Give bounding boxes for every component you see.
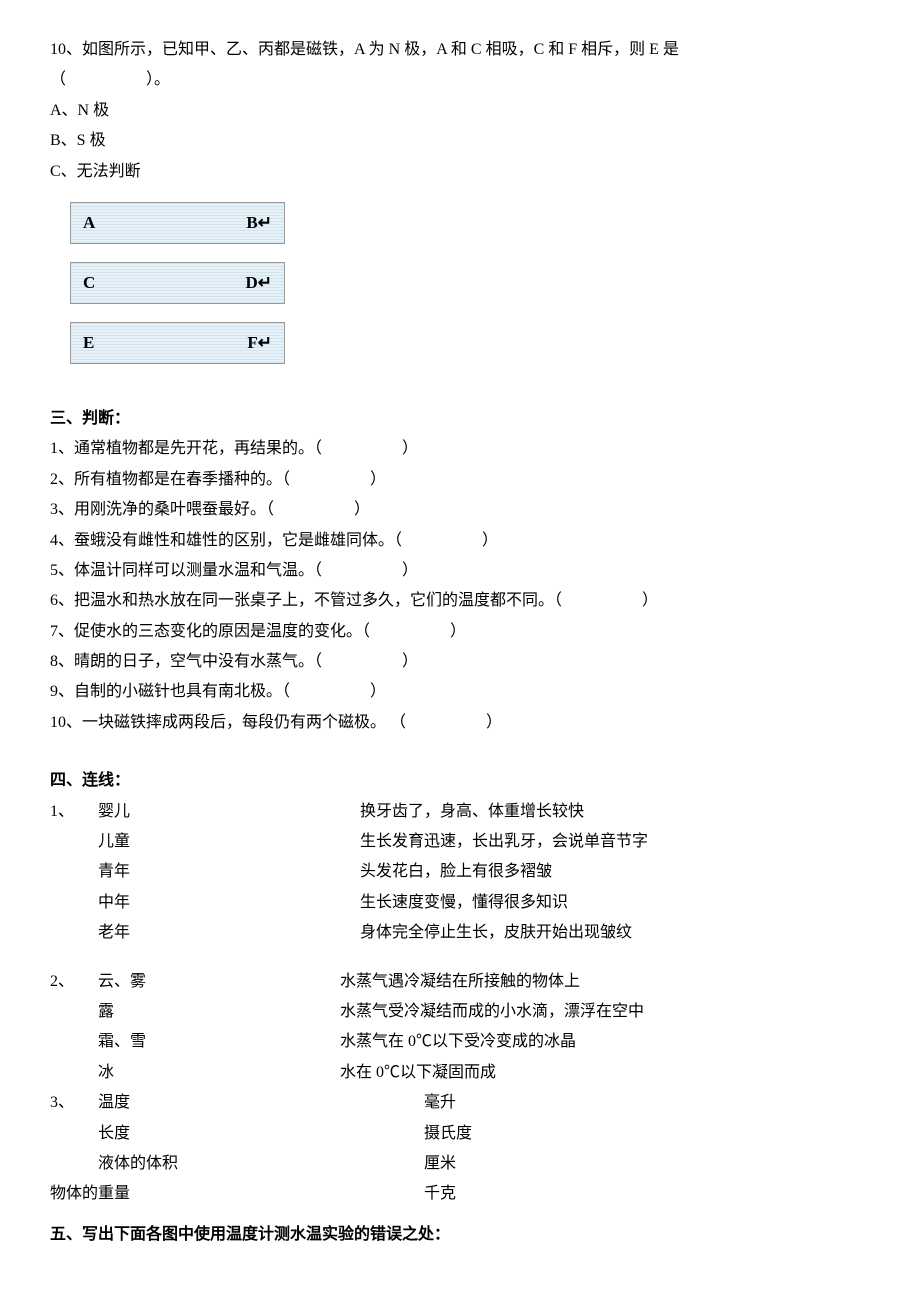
match-right: 水蒸气遇冷凝结在所接触的物体上 [340, 967, 870, 997]
match-left: 露 [50, 997, 340, 1027]
match-left: 中年 [50, 888, 360, 918]
section-5-title: 五、写出下面各图中使用温度计测水温实验的错误之处： [50, 1220, 870, 1250]
match-row: 青年 头发花白，脸上有很多褶皱 [50, 857, 870, 887]
q10-option-a: A、N 极 [50, 96, 870, 126]
match-right: 水蒸气在 0℃以下受冷变成的冰晶 [340, 1027, 870, 1057]
match-left: 2、 云、雾 [50, 967, 340, 997]
match-left: 物体的重量 [50, 1179, 360, 1209]
match-right: 摄氏度 [360, 1119, 870, 1149]
q10-stem-2: （ ）。 [50, 65, 870, 95]
match-row: 3、 温度 毫升 [50, 1088, 870, 1118]
match-right: 生长速度变慢，懂得很多知识 [360, 888, 870, 918]
match-right: 厘米 [360, 1149, 870, 1179]
q10-option-b: B、S 极 [50, 126, 870, 156]
judgment-item: 6、把温水和热水放在同一张桌子上，不管过多久，它们的温度都不同。（ ） [50, 586, 870, 616]
match-row: 物体的重量 千克 [50, 1179, 870, 1209]
magnet-2-right: D↵ [245, 267, 272, 299]
match-right: 换牙齿了，身高、体重增长较快 [360, 797, 870, 827]
match-row: 中年 生长速度变慢，懂得很多知识 [50, 888, 870, 918]
match-row: 露 水蒸气受冷凝结而成的小水滴，漂浮在空中 [50, 997, 870, 1027]
magnet-box-1: A B↵ [70, 202, 285, 244]
match-left: 儿童 [50, 827, 360, 857]
judgment-item: 9、自制的小磁针也具有南北极。（ ） [50, 677, 870, 707]
match-right: 千克 [360, 1179, 870, 1209]
magnet-1-left: A [83, 207, 95, 239]
magnet-1-right: B↵ [246, 207, 272, 239]
match-right: 头发花白，脸上有很多褶皱 [360, 857, 870, 887]
match-row: 冰 水在 0℃以下凝固而成 [50, 1058, 870, 1088]
magnet-box-3: E F↵ [70, 322, 285, 364]
section-3-title: 三、判断： [50, 404, 870, 434]
match-row: 霜、雪 水蒸气在 0℃以下受冷变成的冰晶 [50, 1027, 870, 1057]
match-row: 2、 云、雾 水蒸气遇冷凝结在所接触的物体上 [50, 967, 870, 997]
judgment-item: 1、通常植物都是先开花，再结果的。（ ） [50, 434, 870, 464]
match-row: 液体的体积 厘米 [50, 1149, 870, 1179]
magnet-3-left: E [83, 327, 94, 359]
q10-stem-1: 10、如图所示，已知甲、乙、丙都是磁铁，A 为 N 极，A 和 C 相吸，C 和… [50, 35, 870, 65]
judgment-item: 8、晴朗的日子，空气中没有水蒸气。（ ） [50, 647, 870, 677]
section-4-title: 四、连线： [50, 766, 870, 796]
match-row: 长度 摄氏度 [50, 1119, 870, 1149]
match-left: 液体的体积 [50, 1149, 360, 1179]
match-row: 儿童 生长发育迅速，长出乳牙，会说单音节字 [50, 827, 870, 857]
judgment-item: 4、蚕蛾没有雌性和雄性的区别，它是雌雄同体。（ ） [50, 526, 870, 556]
match-right: 身体完全停止生长，皮肤开始出现皱纹 [360, 918, 870, 948]
match-right: 毫升 [360, 1088, 870, 1118]
judgment-item: 7、促使水的三态变化的原因是温度的变化。（ ） [50, 617, 870, 647]
match-left: 青年 [50, 857, 360, 887]
match-row: 老年 身体完全停止生长，皮肤开始出现皱纹 [50, 918, 870, 948]
match-left: 长度 [50, 1119, 360, 1149]
q10-option-c: C、无法判断 [50, 157, 870, 187]
match-left: 1、 婴儿 [50, 797, 360, 827]
magnet-2-left: C [83, 267, 95, 299]
match-left: 3、 温度 [50, 1088, 360, 1118]
magnet-diagram: A B↵ C D↵ E F↵ [70, 202, 870, 364]
match-right: 水在 0℃以下凝固而成 [340, 1058, 870, 1088]
match-right: 水蒸气受冷凝结而成的小水滴，漂浮在空中 [340, 997, 870, 1027]
judgment-item: 10、一块磁铁摔成两段后，每段仍有两个磁极。 （ ） [50, 708, 870, 738]
match-left: 霜、雪 [50, 1027, 340, 1057]
judgment-item: 5、体温计同样可以测量水温和气温。（ ） [50, 556, 870, 586]
judgment-item: 3、用刚洗净的桑叶喂蚕最好。（ ） [50, 495, 870, 525]
magnet-box-2: C D↵ [70, 262, 285, 304]
match-left: 冰 [50, 1058, 340, 1088]
judgment-item: 2、所有植物都是在春季播种的。（ ） [50, 465, 870, 495]
match-row: 1、 婴儿 换牙齿了，身高、体重增长较快 [50, 797, 870, 827]
magnet-3-right: F↵ [247, 327, 272, 359]
match-right: 生长发育迅速，长出乳牙，会说单音节字 [360, 827, 870, 857]
match-left: 老年 [50, 918, 360, 948]
